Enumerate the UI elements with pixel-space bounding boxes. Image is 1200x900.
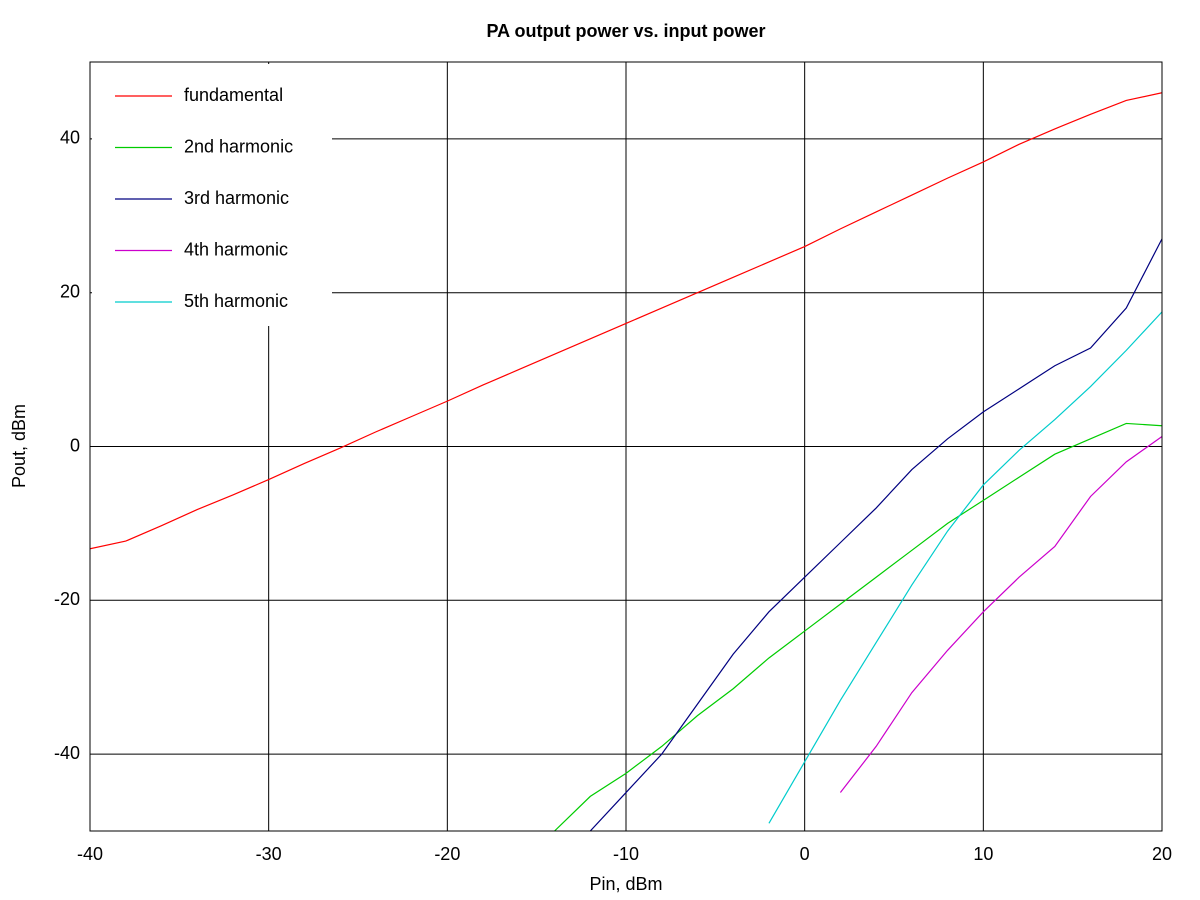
y-axis-label: Pout, dBm bbox=[9, 404, 29, 488]
series-line bbox=[554, 422, 1162, 831]
series-line bbox=[839, 436, 1162, 793]
x-tick-label: 20 bbox=[1152, 844, 1172, 864]
legend-label: fundamental bbox=[184, 85, 283, 105]
legend-box bbox=[92, 64, 332, 326]
series-line bbox=[768, 311, 1162, 824]
legend-label: 5th harmonic bbox=[184, 291, 288, 311]
x-axis-label: Pin, dBm bbox=[589, 874, 662, 894]
y-tick-label: 0 bbox=[70, 435, 80, 455]
y-tick-label: -20 bbox=[54, 589, 80, 609]
plot-lines bbox=[90, 92, 1162, 831]
y-tick-label: 20 bbox=[60, 281, 80, 301]
legend-label: 3rd harmonic bbox=[184, 188, 289, 208]
x-tick-label: -10 bbox=[613, 844, 639, 864]
chart-title: PA output power vs. input power bbox=[487, 21, 766, 41]
x-tick-label: 10 bbox=[973, 844, 993, 864]
x-tick-label: -40 bbox=[77, 844, 103, 864]
plot-frame bbox=[89, 61, 1163, 832]
x-tick-label: 0 bbox=[800, 844, 810, 864]
y-tick-label: 40 bbox=[60, 128, 80, 148]
x-tick-label: -30 bbox=[256, 844, 282, 864]
series-line bbox=[90, 92, 1162, 550]
series-line bbox=[589, 238, 1162, 831]
x-tick-label: -20 bbox=[434, 844, 460, 864]
legend-label: 4th harmonic bbox=[184, 239, 288, 259]
y-tick-label: -40 bbox=[54, 743, 80, 763]
legend-label: 2nd harmonic bbox=[184, 136, 293, 156]
